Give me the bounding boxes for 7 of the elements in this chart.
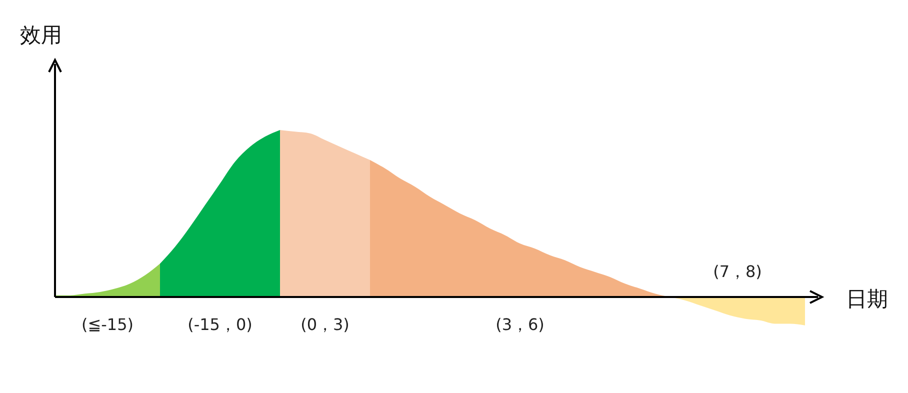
x-axis-title: 日期 bbox=[846, 287, 888, 311]
series-label: (-15，0) bbox=[188, 315, 252, 334]
series-label: (7，8) bbox=[713, 262, 762, 281]
y-axis-title: 效用 bbox=[20, 23, 62, 47]
series-label: (3，6) bbox=[496, 315, 544, 334]
series-label: (0，3) bbox=[300, 315, 350, 334]
series-label: (≦-15) bbox=[81, 315, 134, 334]
